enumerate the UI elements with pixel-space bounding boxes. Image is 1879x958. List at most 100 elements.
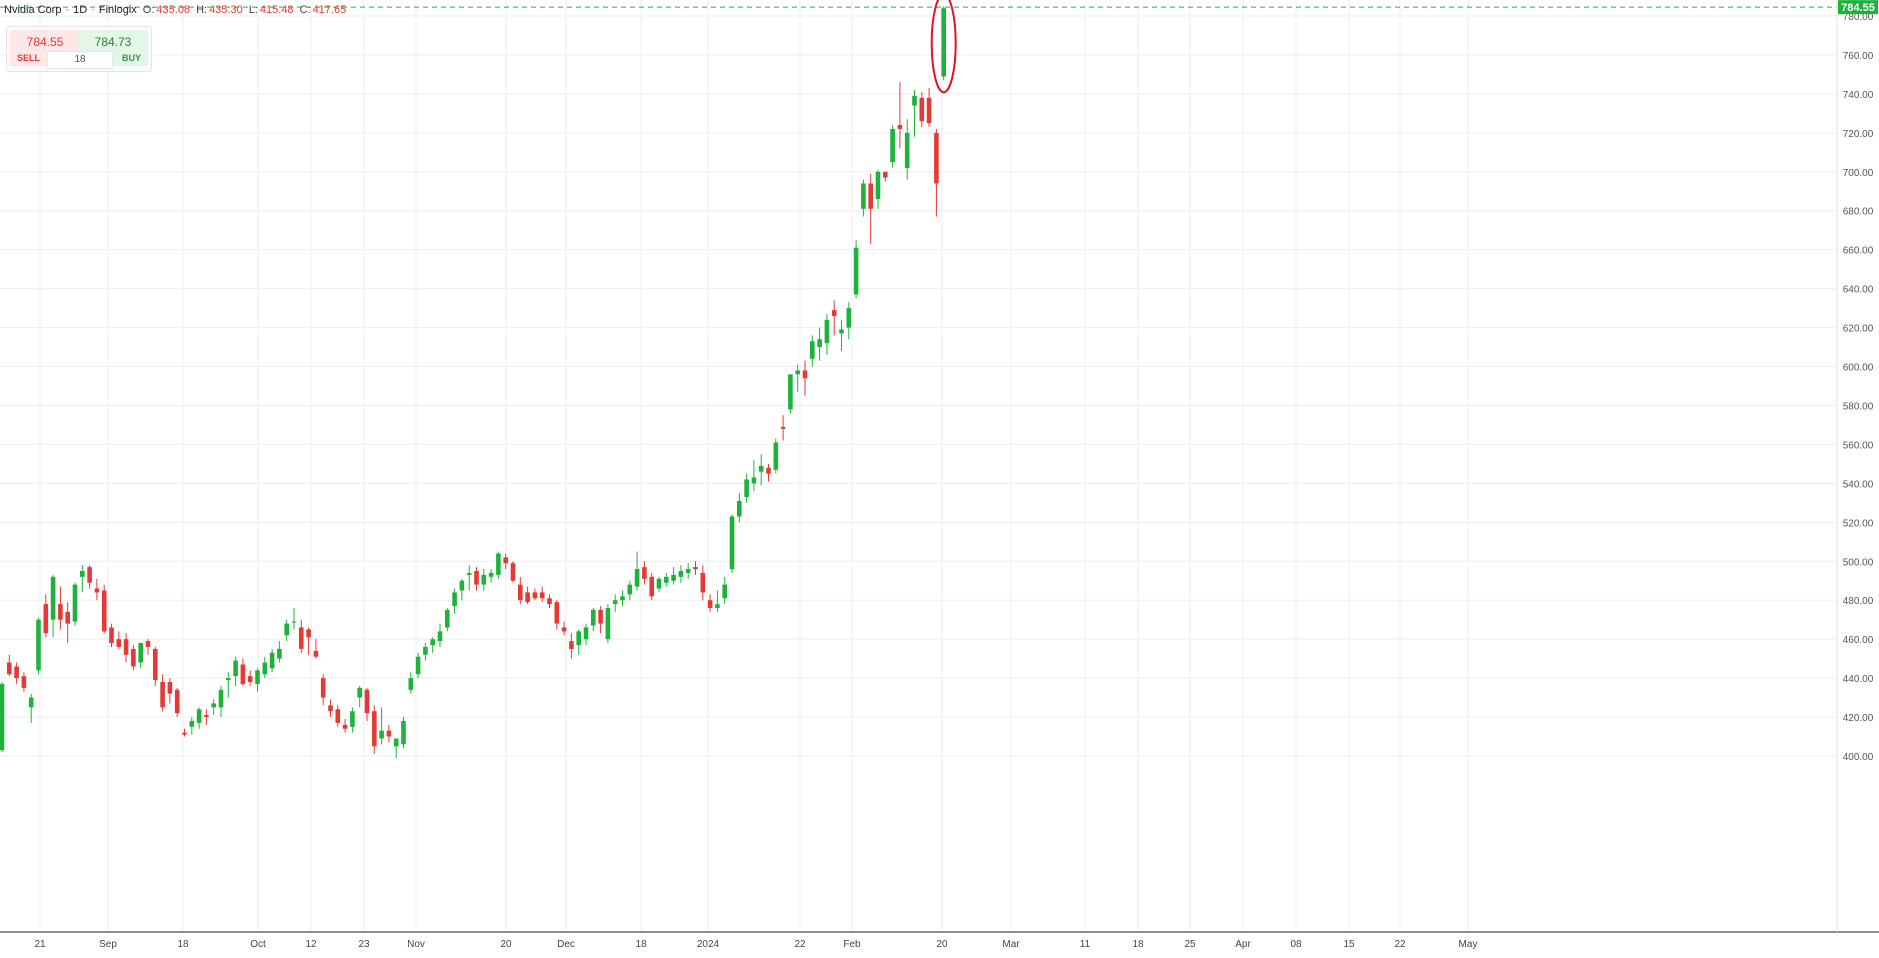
candle[interactable] [299,619,304,653]
candle[interactable] [350,707,355,733]
candle[interactable] [284,619,289,642]
candle[interactable] [539,586,545,603]
candle[interactable] [153,646,158,686]
symbol-name[interactable]: Nvidia Corp [4,4,62,16]
candle[interactable] [240,658,246,686]
candle[interactable] [233,656,238,686]
candle[interactable] [262,656,268,679]
candle[interactable] [642,561,647,585]
candle[interactable] [766,463,771,482]
candle[interactable] [58,586,63,630]
candle[interactable] [729,514,735,573]
candle[interactable] [656,576,662,593]
candle[interactable] [43,594,49,638]
candle[interactable] [576,629,581,655]
candle[interactable] [904,119,910,180]
candle[interactable] [773,438,779,474]
candle[interactable] [612,594,618,612]
candle[interactable] [591,608,596,632]
candle[interactable] [780,415,786,441]
candle[interactable] [80,565,85,593]
candle[interactable] [94,578,100,601]
candle[interactable] [532,588,538,601]
candle[interactable] [364,687,370,721]
candle[interactable] [664,572,669,587]
candle[interactable] [722,576,727,605]
candle[interactable] [379,707,384,745]
candle[interactable] [751,460,757,492]
candle[interactable] [452,588,457,614]
candle[interactable] [788,374,793,414]
candle[interactable] [569,633,574,659]
candle[interactable] [167,678,173,704]
candle[interactable] [861,179,866,217]
candle[interactable] [598,606,603,634]
candle[interactable] [50,574,56,638]
candle[interactable] [547,594,552,608]
candle[interactable] [503,553,508,570]
candle[interactable] [510,561,516,583]
candle[interactable] [430,637,435,653]
candle[interactable] [174,687,180,718]
candle[interactable] [802,360,808,396]
candle[interactable] [401,717,406,749]
candle[interactable] [357,685,362,708]
candle[interactable] [437,623,443,647]
candle[interactable] [408,672,414,694]
candle[interactable] [897,82,903,149]
candle[interactable] [554,600,560,630]
candle[interactable] [707,594,713,612]
candle[interactable] [627,580,633,601]
candle[interactable] [883,171,888,182]
candle[interactable] [875,169,881,209]
candle[interactable] [386,724,392,743]
candle[interactable] [36,617,41,675]
interval[interactable]: 1D [73,4,88,16]
candle[interactable] [919,91,925,127]
candle[interactable] [634,551,640,591]
candle[interactable] [685,563,691,579]
candle[interactable] [934,128,939,217]
candle[interactable] [737,493,742,523]
candle[interactable] [525,586,530,605]
candle[interactable] [72,582,78,626]
candle[interactable] [313,639,319,659]
candle[interactable] [131,645,136,671]
candle[interactable] [561,621,567,636]
candle[interactable] [926,88,932,127]
candle[interactable] [941,6,946,81]
candle[interactable] [335,705,341,727]
candle[interactable] [14,662,19,684]
candle[interactable] [255,668,260,692]
candle[interactable] [824,313,830,355]
candle[interactable] [218,685,224,718]
candle[interactable] [583,623,589,645]
candle[interactable] [423,643,428,661]
candle[interactable] [123,633,129,663]
candle[interactable] [320,674,326,706]
candle[interactable] [912,90,917,137]
candle[interactable] [342,719,348,733]
candle[interactable] [182,728,187,737]
candle[interactable] [28,693,34,723]
candle[interactable] [488,569,494,583]
candle[interactable] [795,364,800,392]
candle[interactable] [196,707,202,729]
candle[interactable] [890,125,895,168]
candle[interactable] [744,473,749,503]
candle[interactable] [715,590,720,612]
candle[interactable] [145,639,151,655]
candle[interactable] [101,584,107,634]
candle[interactable] [445,608,450,632]
candle[interactable] [700,565,706,601]
candle[interactable] [605,604,611,644]
candle[interactable] [372,705,377,755]
candle[interactable] [868,173,873,244]
candle[interactable] [853,239,859,299]
candle[interactable] [87,565,92,589]
candle[interactable] [21,672,27,692]
candle[interactable] [620,590,625,607]
candle[interactable] [459,578,465,601]
candle[interactable] [328,699,333,718]
